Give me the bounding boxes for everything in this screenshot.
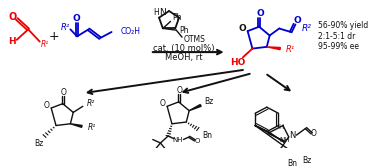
Text: Bz: Bz <box>34 138 43 148</box>
Text: R¹: R¹ <box>88 123 96 132</box>
Text: O: O <box>294 16 301 25</box>
Text: NH: NH <box>172 137 183 142</box>
Text: 2:1-5:1 dr: 2:1-5:1 dr <box>318 32 355 41</box>
Text: O: O <box>9 12 17 22</box>
Text: NH: NH <box>280 137 290 143</box>
Text: R¹: R¹ <box>40 40 49 49</box>
Text: R²: R² <box>302 24 312 33</box>
Text: OTMS: OTMS <box>184 35 206 44</box>
Text: R²: R² <box>61 23 70 32</box>
Text: CO₂H: CO₂H <box>120 27 140 36</box>
Text: MeOH, rt: MeOH, rt <box>165 53 202 62</box>
Text: O: O <box>72 14 80 23</box>
Polygon shape <box>267 47 280 50</box>
Text: Bn: Bn <box>287 159 297 168</box>
Text: HO: HO <box>230 58 246 67</box>
Text: H: H <box>153 8 158 17</box>
Text: H: H <box>8 37 16 46</box>
Text: O: O <box>195 138 200 144</box>
Text: 95-99% ee: 95-99% ee <box>318 42 359 51</box>
Polygon shape <box>189 104 201 111</box>
Text: Ph: Ph <box>172 13 182 22</box>
Text: Bz: Bz <box>204 97 214 106</box>
Text: O: O <box>177 86 183 95</box>
Text: O: O <box>239 24 247 33</box>
Text: N: N <box>159 8 166 17</box>
Text: 56-90% yield: 56-90% yield <box>318 21 368 30</box>
Text: H: H <box>279 124 284 130</box>
Text: O: O <box>160 99 165 108</box>
Text: O: O <box>61 88 67 97</box>
Text: N: N <box>289 131 296 140</box>
Text: Bz: Bz <box>302 156 311 165</box>
Text: O: O <box>43 101 50 110</box>
Text: O: O <box>256 9 264 18</box>
Text: +: + <box>49 30 59 43</box>
Text: R²: R² <box>87 99 95 108</box>
Text: Ph: Ph <box>179 26 189 35</box>
Text: O: O <box>311 129 316 138</box>
Polygon shape <box>70 124 82 127</box>
Text: R¹: R¹ <box>286 45 295 54</box>
Text: Bn: Bn <box>203 131 212 140</box>
Text: cat. (10 mol%): cat. (10 mol%) <box>153 44 214 53</box>
